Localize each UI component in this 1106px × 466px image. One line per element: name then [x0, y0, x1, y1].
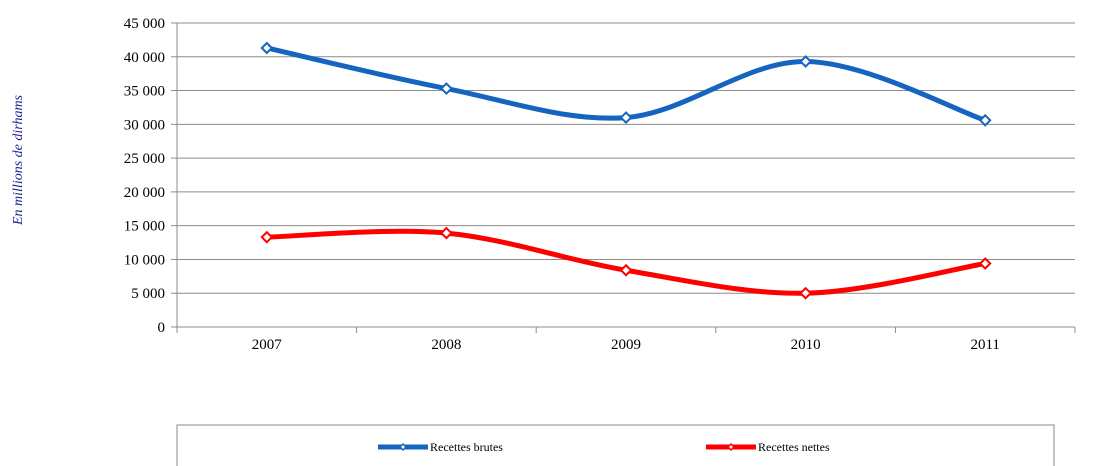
- x-tick-label: 2010: [791, 337, 821, 353]
- x-tick-label: 2011: [970, 337, 999, 353]
- y-tick-label: 30 000: [124, 117, 165, 133]
- data-point: [260, 230, 274, 244]
- y-tick-label: 20 000: [124, 185, 165, 201]
- legend-box: [176, 424, 1055, 466]
- legend-label: Recettes nettes: [758, 440, 830, 454]
- gridlines: [177, 22, 1075, 294]
- x-tick-label: 2008: [431, 337, 461, 353]
- y-tick-label: 0: [158, 320, 166, 336]
- data-point: [439, 226, 453, 240]
- y-tick-label: 10 000: [124, 252, 165, 268]
- series-2: [260, 226, 992, 300]
- y-axis-label: En millions de dirhams: [11, 94, 26, 226]
- y-tick-label: 15 000: [124, 219, 165, 235]
- data-point: [619, 263, 633, 277]
- axes: [176, 23, 1075, 328]
- legend-item: Recettes brutes: [378, 440, 503, 454]
- legend: Recettes brutes Recettes nettes: [176, 424, 1055, 466]
- series-line: [264, 228, 988, 296]
- y-axis-ticks: 0 5 000 10 000 15 000 20 000 25 000 30 000 35 0…: [124, 16, 177, 336]
- series-lines: [260, 41, 992, 300]
- y-tick-label: 25 000: [124, 151, 165, 167]
- legend-marker: [726, 442, 736, 452]
- data-point: [799, 55, 813, 68]
- data-point: [619, 111, 633, 124]
- x-tick-label: 2007: [252, 337, 283, 353]
- legend-item: Recettes nettes: [706, 440, 830, 454]
- data-point: [260, 41, 274, 55]
- y-tick-label: 40 000: [124, 50, 165, 66]
- y-tick-label: 5 000: [131, 286, 165, 302]
- y-tick-label: 35 000: [124, 84, 165, 100]
- data-point: [978, 257, 992, 270]
- data-point: [978, 113, 992, 127]
- data-point: [439, 82, 453, 95]
- data-point: [799, 286, 813, 300]
- series-line: [264, 45, 988, 123]
- x-axis-ticks: 2007 2008 2009 2010 2011: [176, 327, 1076, 353]
- series-1: [260, 41, 992, 127]
- y-tick-label: 45 000: [124, 16, 165, 32]
- x-tick-label: 2009: [611, 337, 641, 353]
- legend-label: Recettes brutes: [430, 440, 503, 454]
- legend-marker: [398, 442, 408, 452]
